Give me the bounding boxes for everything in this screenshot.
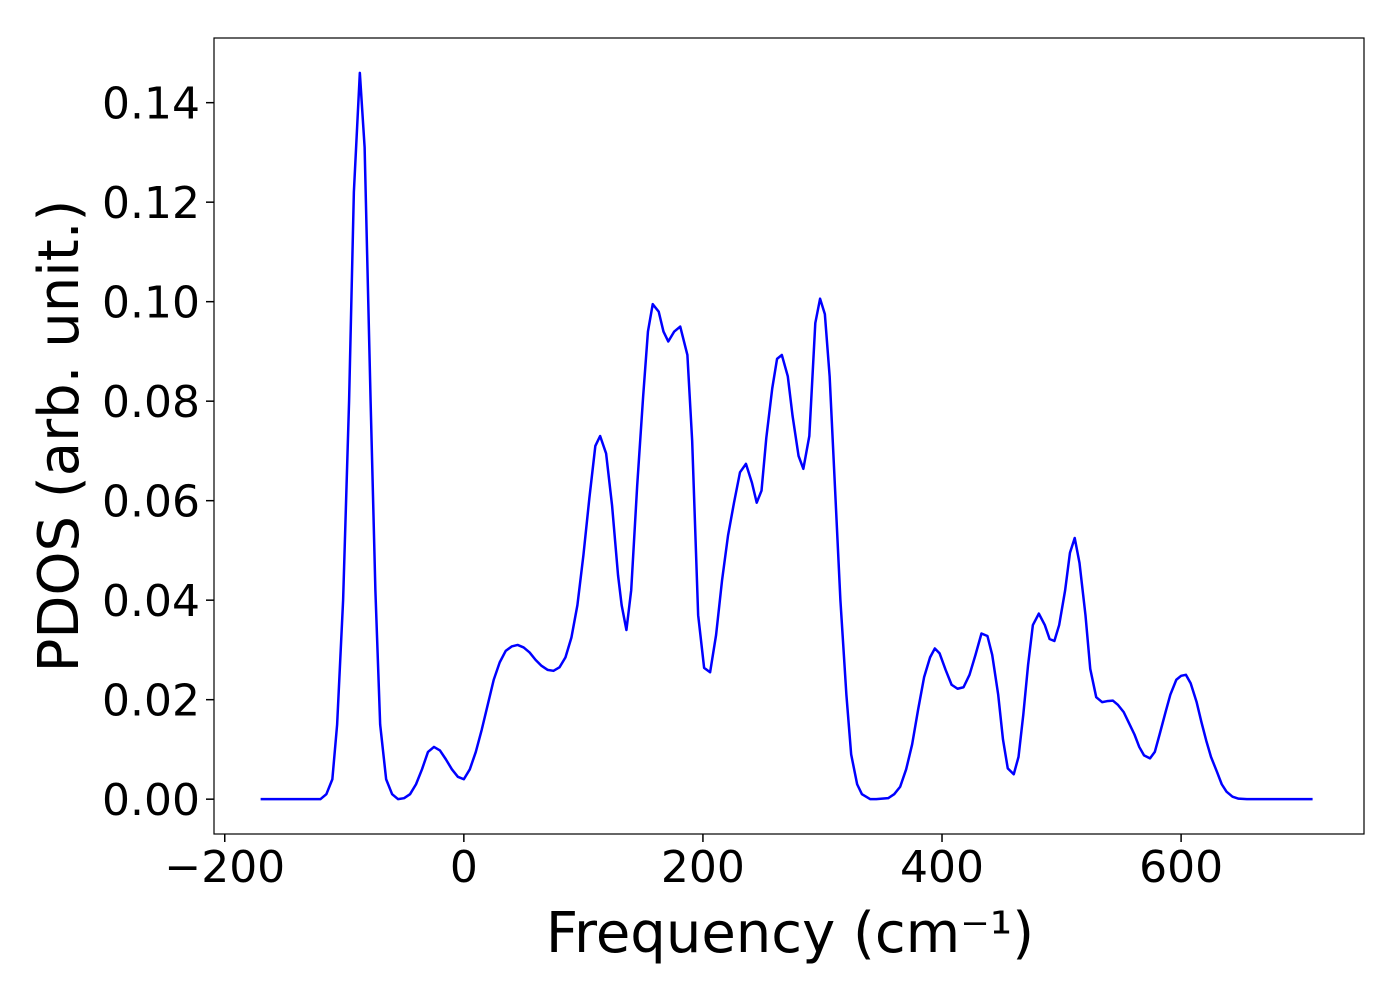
y-tick-label: 0.02 <box>102 676 200 727</box>
y-tick-label: 0.00 <box>102 775 200 826</box>
plot-frame <box>213 37 1365 835</box>
y-tick-label: 0.08 <box>102 377 200 428</box>
y-tick-label: 0.12 <box>102 178 200 229</box>
y-tick-label: 0.04 <box>102 576 200 627</box>
y-axis-label: PDOS (arb. unit.) <box>27 200 92 673</box>
x-tick-label: 200 <box>661 842 745 893</box>
y-tick-label: 0.06 <box>102 477 200 528</box>
x-tick-label: 0 <box>450 842 478 893</box>
series-line <box>260 71 1313 801</box>
y-tick-label: 0.10 <box>102 278 200 329</box>
x-tick-label: −200 <box>164 842 285 893</box>
x-tick-label: 400 <box>900 842 984 893</box>
y-tick-label: 0.14 <box>102 79 200 130</box>
x-tick-label: 600 <box>1139 842 1223 893</box>
x-axis-label: Frequency (cm⁻¹) <box>546 901 1034 966</box>
